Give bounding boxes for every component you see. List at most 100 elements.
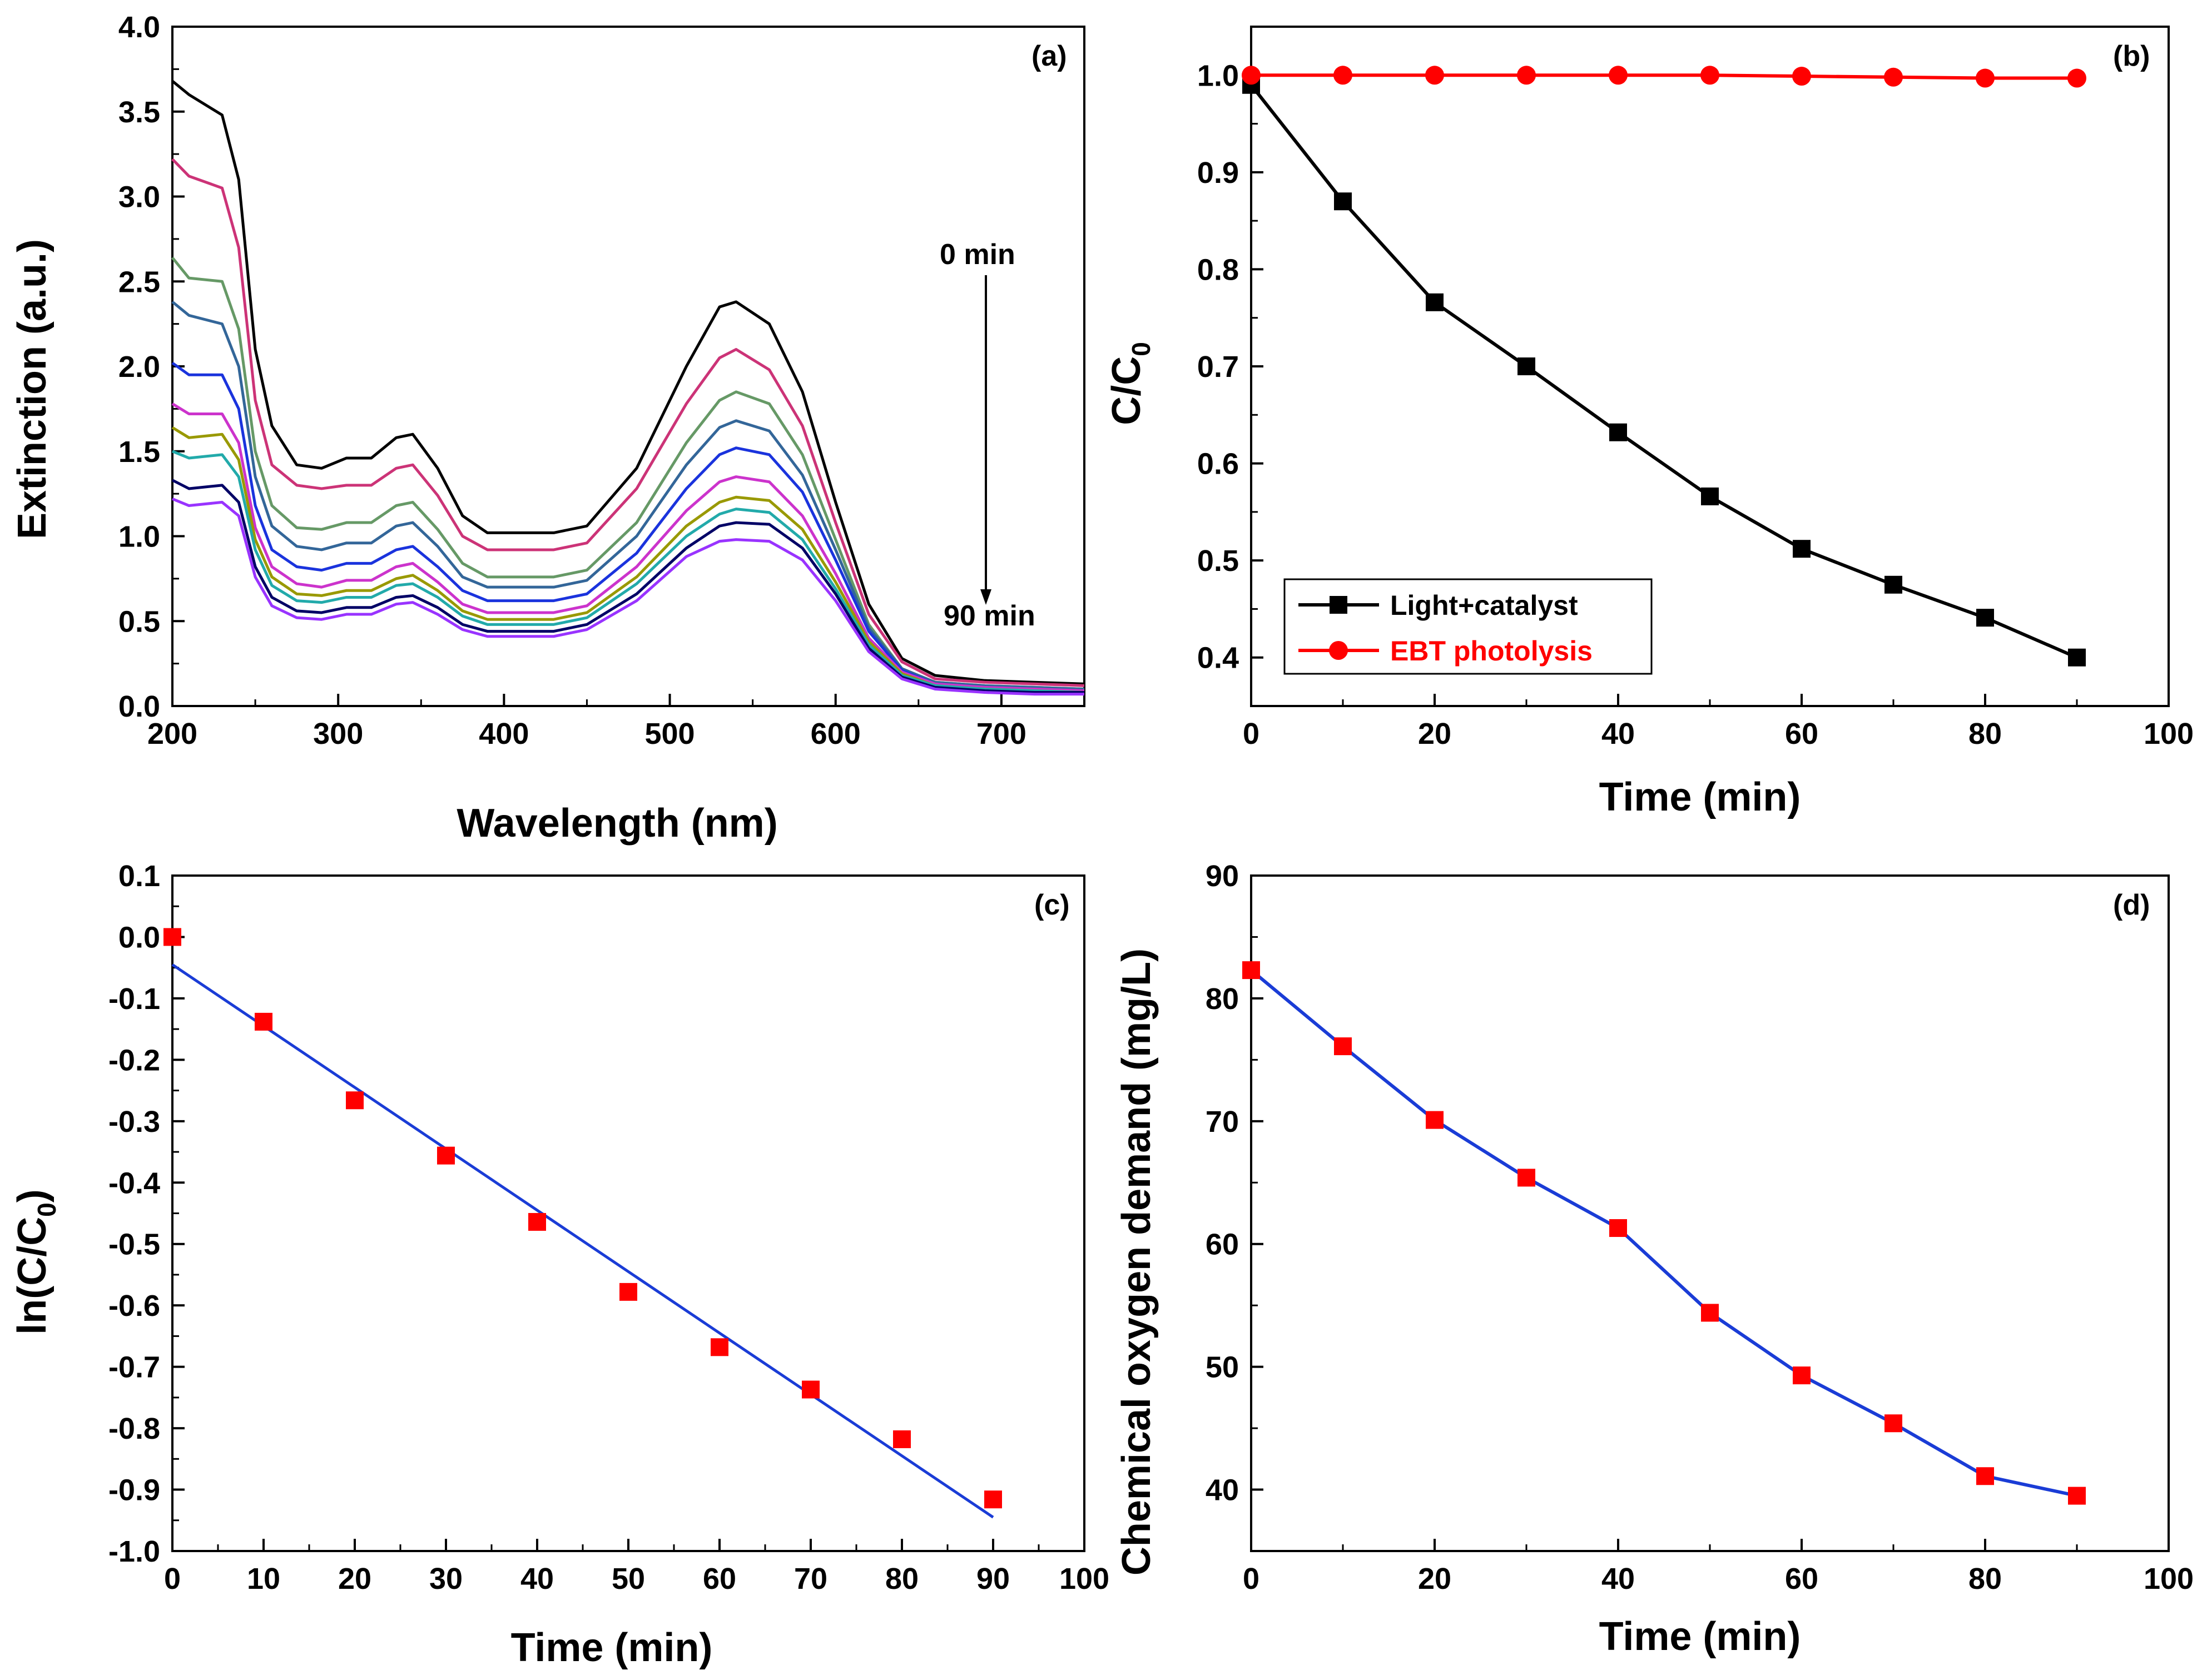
panel-d-x-tick-label: 60 <box>1785 1562 1818 1595</box>
panel-d-point-cod <box>1609 1219 1627 1237</box>
panel-d-series-cod <box>1250 968 2077 1498</box>
panel-b-y-axis-title-sub: 0 <box>1127 342 1155 356</box>
panel-d-point-cod <box>1793 1366 1811 1385</box>
panel-b-point-ebt-photolysis <box>1242 66 1261 85</box>
panel-a-y-tick-label: 2.5 <box>118 265 160 299</box>
panel-d-y-tick-label: 70 <box>1206 1105 1239 1139</box>
panel-c-y-tick-label: -0.5 <box>108 1228 160 1261</box>
panel-c-linear-fit-line <box>171 963 994 1519</box>
panel-b-y-axis-title: C/C0 <box>1104 342 1155 425</box>
panel-b-x-tick-label: 80 <box>1968 717 2002 750</box>
panel-c-x-tick-label: 0 <box>164 1562 181 1595</box>
panel-c-x-tick-label: 20 <box>338 1562 371 1595</box>
panel-b-y-tick-label: 0.9 <box>1197 156 1239 190</box>
panel-c-y-tick-label: -0.4 <box>108 1166 160 1200</box>
panel-a-x-tick-label: 700 <box>976 717 1026 750</box>
panel-c-x-tick-label: 70 <box>794 1562 827 1595</box>
panel-b-point-ebt-photolysis <box>1425 66 1444 85</box>
panel-c-y-tick-label: -0.9 <box>108 1474 160 1507</box>
panel-d-label: (d) <box>2113 889 2150 921</box>
panel-d-point-cod <box>1426 1111 1444 1129</box>
panel-a-series-10-min <box>171 158 1085 687</box>
panel-c-frame <box>171 874 1085 1552</box>
panel-b-point-ebt-photolysis <box>1609 66 1628 85</box>
panel-c-x-tick-label: 100 <box>1059 1562 1109 1595</box>
panel-b-x-tick-label: 20 <box>1418 717 1451 750</box>
panel-b-point-ebt-photolysis <box>1976 68 1995 88</box>
panel-b-point-light-catalyst <box>1976 609 1994 627</box>
panel-d-point-cod <box>2068 1487 2086 1505</box>
panel-d-y-tick-label: 60 <box>1206 1228 1239 1261</box>
panel-d-point-cod <box>1976 1467 1994 1485</box>
panel-a-series-0-min <box>171 79 1085 685</box>
panel-b-point-light-catalyst <box>1609 423 1627 441</box>
panel-d-x-tick-label: 80 <box>1968 1562 2002 1595</box>
panel-b-point-ebt-photolysis <box>1333 66 1352 85</box>
panel-d-x-tick-label: 100 <box>2144 1562 2194 1595</box>
panel-c-data-point <box>437 1146 455 1165</box>
panel-c-x-tick-label: 40 <box>520 1562 554 1595</box>
panel-b-series-light-catalyst <box>1249 83 2078 659</box>
panel-b-y-axis-title-group: C/C0 <box>1104 342 1155 425</box>
panel-a-series-50-min <box>171 402 1085 693</box>
panel-b-y-tick-label: 0.6 <box>1197 448 1239 481</box>
panel-b-point-ebt-photolysis <box>1792 67 1811 86</box>
panel-c-x-tick-label: 10 <box>247 1562 280 1595</box>
panel-d-x-tick-label: 20 <box>1418 1562 1451 1595</box>
panel-a-series-90-min <box>172 497 1084 696</box>
panel-d-plot-body: 0 20 40 60 80 100 40 50 60 70 80 90 <box>1206 859 2194 1595</box>
panel-b-y-tick-label: 0.7 <box>1197 350 1239 384</box>
panel-a-label: (a) <box>1031 40 1067 72</box>
panel-a-plot-body: 200 300 400 500 600 700 0.0 0.5 1.0 1.5 2.0 2.5 3.0 3… <box>118 11 1085 750</box>
panel-b-point-light-catalyst <box>1701 487 1719 505</box>
panel-a-annotation-start: 0 min <box>940 238 1015 271</box>
legend-entry-ebt-photolysis: EBT photolysis <box>1298 635 1593 667</box>
panel-d-point-cod <box>1517 1169 1535 1187</box>
panel-b-point-ebt-photolysis <box>1884 67 1903 87</box>
panel-d-point-cod <box>1884 1414 1902 1433</box>
panel-b-x-tick-label: 0 <box>1243 717 1259 750</box>
panel-c-data-point <box>711 1338 728 1356</box>
panel-a-x-tick-label: 200 <box>147 717 197 750</box>
panel-b-x-tick-label: 60 <box>1785 717 1818 750</box>
panel-b-y-tick-label: 0.5 <box>1197 544 1239 578</box>
panel-b-point-light-catalyst <box>1793 540 1811 558</box>
panel-c-x-tick-label: 60 <box>703 1562 736 1595</box>
panel-c-x-tick-label: 30 <box>429 1562 463 1595</box>
panel-c-y-tick-label: -1.0 <box>108 1535 160 1568</box>
panel-c-x-tick-label: 90 <box>976 1562 1010 1595</box>
panel-b-relative-concentration: 0 20 40 60 80 100 0.4 0.5 0.6 0.7 0.8 0.9 1.0 (b) Ti… <box>1104 26 2194 819</box>
panel-a-y-tick-label: 0.5 <box>118 605 160 638</box>
panel-c-data-point <box>984 1490 1002 1509</box>
panel-a-extinction-spectra: 200 300 400 500 600 700 0.0 0.5 1.0 1.5 2.0 2.5 3.0 3… <box>10 11 1085 846</box>
panel-c-y-tick-label: -0.6 <box>108 1289 160 1323</box>
panel-c-data-point <box>619 1283 637 1301</box>
panel-a-series-80-min <box>171 479 1084 694</box>
panel-c-y-tick-label: -0.2 <box>108 1043 160 1077</box>
panel-b-y-tick-label: 0.8 <box>1197 253 1239 286</box>
panel-c-data-point <box>802 1380 820 1399</box>
panel-c-y-tick-label: 0.1 <box>118 859 160 893</box>
panel-a-y-tick-label: 0.0 <box>118 690 160 723</box>
panel-b-point-ebt-photolysis <box>2067 68 2086 88</box>
panel-a-y-axis-title: Extinction (a.u.) <box>10 239 54 539</box>
panel-c-data-point <box>163 928 181 946</box>
panel-d-x-axis-title: Time (min) <box>1599 1614 1801 1659</box>
panel-c-x-tick-label: 50 <box>612 1562 645 1595</box>
panel-b-series-ebt-photolysis <box>1251 73 2077 80</box>
panel-c-y-tick-label: 0.0 <box>118 921 160 954</box>
panel-b-x-axis-title: Time (min) <box>1599 775 1801 819</box>
panel-d-point-cod <box>1242 961 1260 980</box>
panel-c-y-axis-title-group: ln(C/C0) <box>10 1189 61 1335</box>
panel-c-x-axis-title: Time (min) <box>511 1626 713 1670</box>
panel-c-y-axis-title-end: ) <box>10 1189 54 1202</box>
panel-a-series-30-min <box>171 300 1085 690</box>
panel-a-x-tick-label: 300 <box>313 717 363 750</box>
panel-d-y-tick-label: 90 <box>1206 859 1239 893</box>
panel-a-series-70-min <box>172 450 1085 694</box>
panel-c-plot-body: 0 10 20 30 40 50 60 70 80 90 100 -1.0 -0.9 -0.8 -0.7 -0… <box>108 859 1109 1595</box>
panel-a-x-axis-title: Wavelength (nm) <box>457 801 777 846</box>
panel-c-y-tick-label: -0.7 <box>108 1351 160 1384</box>
panel-b-plot-body: 0 20 40 60 80 100 0.4 0.5 0.6 0.7 0.8 0.9 1.0 <box>1197 26 2194 750</box>
